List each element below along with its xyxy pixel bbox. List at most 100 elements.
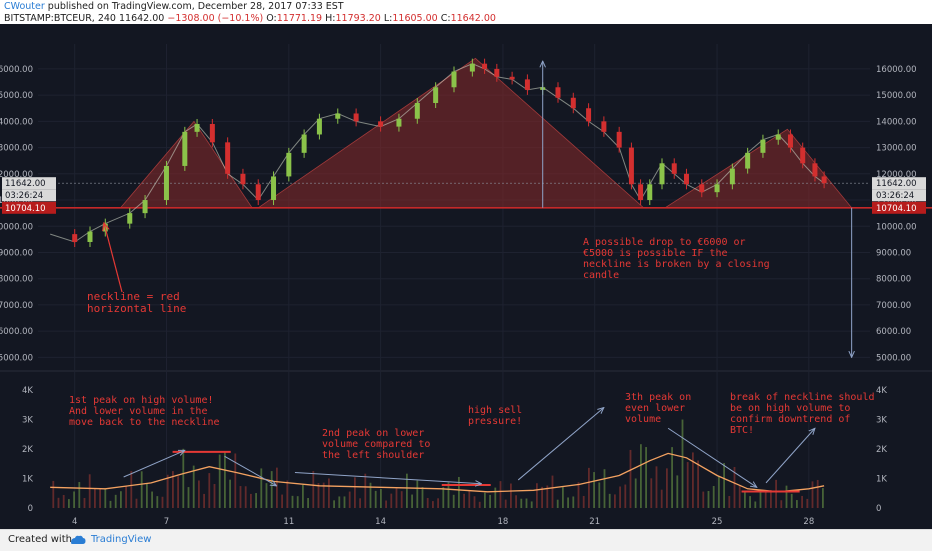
volume-bar (764, 490, 767, 508)
volume-bar (468, 491, 471, 508)
break-neckline-line-2: be on high volume to (730, 403, 850, 414)
price-label-countdown: 03:26:24 (5, 191, 43, 201)
volume-bar (499, 481, 502, 508)
volume-bar (754, 501, 757, 508)
price-label-neckline: 10704.10 (876, 204, 917, 214)
volume-bar (629, 449, 632, 508)
volume-bar (73, 491, 75, 508)
ohlc-low-value: 11605.00 (392, 13, 438, 24)
volume-bar (161, 496, 164, 508)
volume-bar (494, 487, 497, 508)
volume-bar (249, 493, 252, 508)
volume-bar (431, 501, 434, 508)
volume-bar (639, 444, 642, 508)
volume-bar (582, 495, 585, 508)
candle-body (469, 63, 475, 72)
volume-bar (171, 471, 174, 508)
volume-bar (743, 491, 746, 508)
volume-bar (177, 476, 179, 508)
volume-bar (624, 484, 627, 508)
volume-bar (561, 487, 564, 508)
candle-body (142, 200, 148, 214)
possible-drop-line-4: candle (583, 270, 619, 281)
volume-bar (208, 473, 211, 508)
volume-bar (333, 500, 335, 508)
volume-bar (369, 482, 372, 508)
x-tick-label: 21 (589, 517, 600, 527)
volume-bar (416, 480, 419, 508)
candle-body (601, 121, 607, 132)
candle-body (509, 76, 515, 80)
author-link[interactable]: CWouter (4, 1, 45, 12)
volume-bar (145, 483, 148, 508)
volume-bar (166, 474, 169, 508)
x-tick-label: 11 (283, 517, 294, 527)
volume-bar (509, 483, 512, 508)
volume-bar (816, 479, 819, 508)
price-tick-right: 7000.00 (876, 301, 911, 311)
volume-bar (769, 490, 772, 508)
volume-tick-right: 1K (876, 474, 887, 484)
volume-bar (749, 496, 751, 508)
neckline-annotation: neckline = red horizontal line (87, 290, 186, 315)
volume-bar (218, 454, 221, 508)
volume-bar (374, 490, 377, 508)
volume-tick-right: 2K (876, 445, 887, 455)
footer-brand-link[interactable]: TradingView (91, 534, 152, 545)
volume-bar (348, 491, 351, 508)
volume-bar (821, 488, 824, 508)
candle-body (286, 152, 292, 177)
ohlc-close-label: C: (440, 13, 451, 24)
candle-body (271, 176, 277, 201)
volume-bar (723, 463, 725, 508)
volume-bar (99, 488, 101, 508)
volume-bar (717, 475, 720, 508)
volume-bar (634, 478, 637, 508)
second-peak-line-3: the left shoulder (322, 450, 424, 461)
price-tick-left: 12000.00 (0, 170, 33, 180)
chart-area[interactable]: 16000.00 16000.00 15000.00 15000.00 14000.00… (0, 24, 932, 529)
price-label-current: 11642.00 (876, 179, 917, 189)
price-label-current: 11642.00 (5, 179, 46, 189)
ohlc-open-value: 11771.19 (276, 13, 323, 24)
volume-bar (192, 465, 195, 508)
volume-tick-right: 3K (876, 415, 887, 425)
candle-body (745, 152, 751, 169)
volume-annotation-arrow (294, 472, 482, 484)
candle-body (638, 184, 644, 201)
volume-bar (93, 488, 96, 508)
ohlc-high-label: H: (325, 13, 336, 24)
x-tick-label: 4 (72, 517, 77, 527)
volume-bar (795, 500, 798, 508)
volume-bar (572, 496, 575, 508)
symbol-name[interactable]: BITSTAMP:BTCEUR, 240 (4, 13, 116, 24)
volume-tick-right: 0 (876, 504, 881, 514)
volume-bar (291, 495, 294, 508)
volume-bar (489, 494, 491, 508)
volume-bar (301, 484, 304, 508)
volume-bar (182, 448, 185, 508)
candle-body (301, 134, 307, 153)
volume-bar (400, 491, 403, 508)
price-label-box (2, 189, 56, 202)
volume-bar (255, 493, 257, 508)
volume-bar (546, 485, 549, 508)
possible-drop-line-3: neckline is broken by a closing (583, 259, 770, 270)
chart-canvas[interactable]: 16000.00 16000.00 15000.00 15000.00 14000.00… (0, 24, 932, 529)
volume-bar (338, 496, 341, 508)
pattern-triangle (256, 57, 645, 209)
price-tick-left: 15000.00 (0, 91, 33, 101)
volume-bar (130, 471, 133, 508)
volume-bar (312, 471, 315, 508)
candle-body (451, 71, 457, 88)
volume-bar (567, 497, 569, 508)
volume-bar (213, 484, 216, 508)
volume-bar (390, 493, 393, 508)
volume-bar (426, 497, 429, 508)
last-price: 11642.00 (119, 13, 165, 24)
neckline-annotation-line-2: horizontal line (87, 302, 186, 315)
candle-body (671, 163, 677, 174)
volume-bar (317, 483, 320, 508)
volume-bar (473, 496, 476, 508)
price-tick-right: 12000.00 (876, 170, 917, 180)
